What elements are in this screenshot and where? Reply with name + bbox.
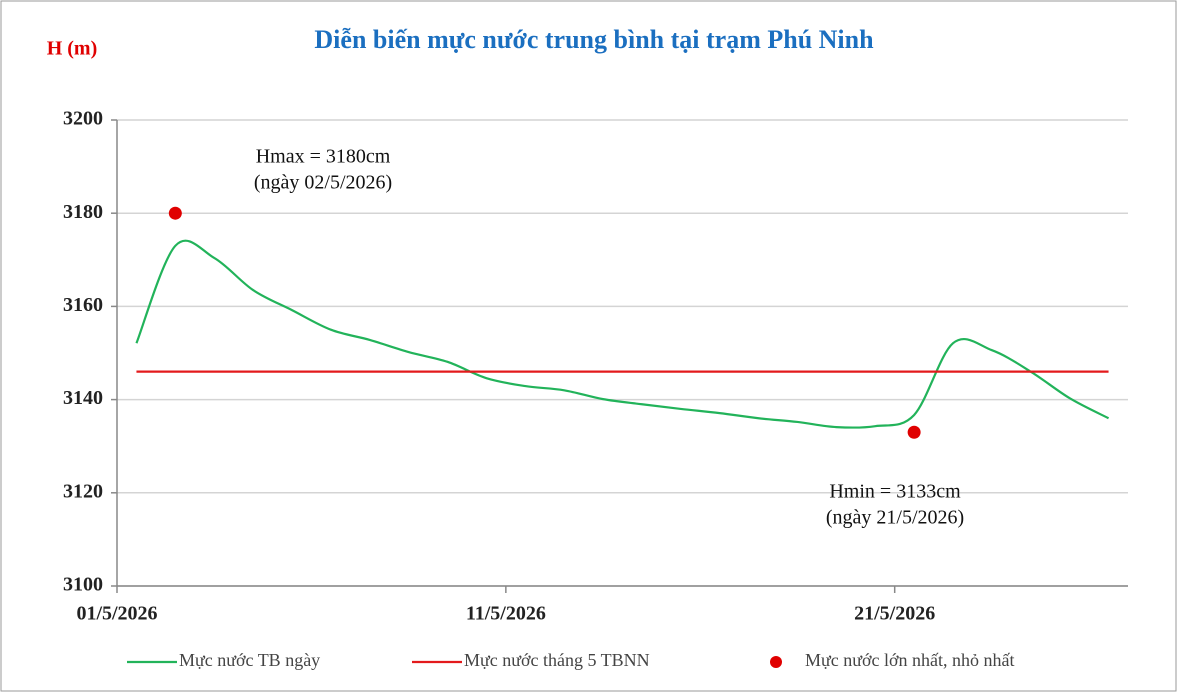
y-tick-label: 3200 [63, 108, 103, 130]
y-tick-label: 3140 [63, 387, 103, 409]
chart-title: Diễn biến mực nước trung bình tại trạm P… [314, 25, 874, 54]
annotation: (ngày 21/5/2026) [826, 507, 964, 529]
legend-marker [770, 656, 782, 668]
series-line [135, 239, 1110, 429]
annotation: Hmax = 3180cm [256, 146, 391, 168]
y-tick-label: 3100 [63, 574, 103, 596]
y-tick-label: 3120 [63, 480, 103, 502]
x-tick-label: 11/5/2026 [466, 603, 546, 625]
legend-label: Mực nước tháng 5 TBNN [464, 650, 650, 670]
x-tick-label: 01/5/2026 [76, 603, 157, 625]
y-axis-label: H (m) [47, 38, 98, 60]
x-tick-label: 21/5/2026 [854, 603, 935, 625]
legend-label: Mực nước TB ngày [179, 650, 320, 670]
point [168, 206, 182, 220]
y-tick-label: 3180 [63, 201, 103, 223]
point [907, 425, 921, 439]
y-tick-label: 3160 [63, 294, 103, 316]
legend-label: Mực nước lớn nhất, nhỏ nhất [805, 650, 1015, 670]
annotation: (ngày 02/5/2026) [254, 172, 392, 194]
annotation: Hmin = 3133cm [829, 481, 961, 503]
